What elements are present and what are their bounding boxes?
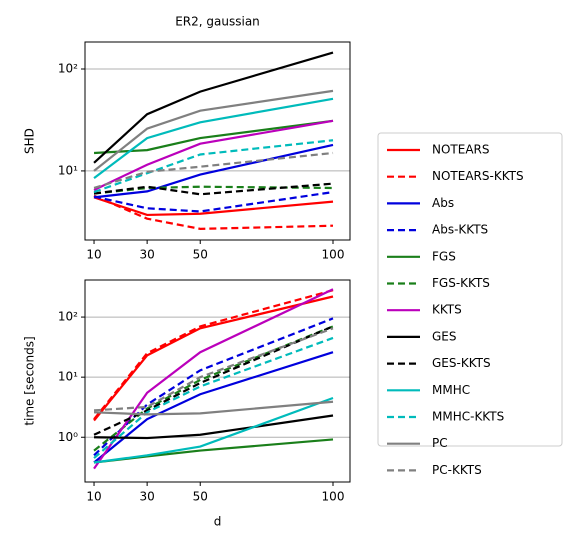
legend-label: PC-KKTS	[432, 463, 482, 477]
series-line	[93, 396, 334, 464]
y-tick-label: 10²	[58, 310, 78, 324]
legend-label: GES-KKTS	[432, 356, 491, 370]
series-line	[93, 119, 334, 155]
series-line	[93, 325, 334, 436]
legend-label: MMHC	[432, 383, 470, 397]
x-tick-label: 100	[322, 248, 345, 262]
series-line	[93, 151, 334, 190]
series-line	[94, 414, 334, 440]
y-tick-label: 10¹	[58, 370, 78, 384]
series-line	[93, 182, 334, 196]
series-line	[93, 327, 334, 412]
series-line	[93, 351, 334, 464]
series-line	[93, 194, 334, 230]
x-tick-label: 10	[86, 490, 101, 504]
series-line	[93, 89, 334, 172]
y-tick-label: 10¹	[58, 163, 78, 177]
axes-frame	[84, 279, 351, 483]
legend-label: Abs-KKTS	[432, 223, 488, 237]
legend-label: Abs	[432, 196, 454, 210]
x-tick-label: 30	[139, 248, 154, 262]
series-line	[93, 143, 334, 199]
series-line	[93, 51, 334, 164]
x-axis-label: d	[214, 515, 222, 529]
series-line	[93, 295, 334, 422]
axes-frame	[84, 41, 351, 241]
legend-label: NOTEARS-KKTS	[432, 169, 524, 183]
legend-label: GES	[432, 329, 457, 343]
series-line	[93, 336, 334, 459]
series-line	[93, 97, 334, 179]
x-tick-label: 30	[139, 490, 154, 504]
series-line	[93, 289, 334, 420]
plot-area	[93, 288, 334, 470]
series-line	[93, 438, 334, 464]
legend-label: PC	[432, 436, 448, 450]
legend-label: FGS	[432, 249, 456, 263]
x-tick-label: 100	[322, 490, 345, 504]
chart-title: ER2, gaussian	[175, 15, 260, 29]
series-line	[93, 119, 334, 191]
series-line	[93, 317, 334, 457]
legend-label: KKTS	[432, 303, 462, 317]
y-tick-label: 10²	[58, 61, 78, 75]
legend-box	[377, 132, 563, 447]
legend-label: NOTEARS	[432, 143, 490, 157]
x-tick-label: 50	[193, 490, 208, 504]
series-line	[93, 190, 334, 213]
series-line	[93, 288, 334, 470]
y-tick-label: 10⁰	[58, 430, 78, 444]
y-axis-label: time [seconds]	[23, 336, 37, 425]
series-line	[93, 400, 334, 416]
y-axis-label: SHD	[23, 128, 37, 154]
x-tick-label: 10	[86, 248, 101, 262]
plot-area	[93, 51, 334, 230]
x-tick-label: 50	[193, 248, 208, 262]
legend-label: MMHC-KKTS	[432, 410, 504, 424]
series-line	[93, 139, 334, 194]
legend-label: FGS-KKTS	[432, 276, 490, 290]
